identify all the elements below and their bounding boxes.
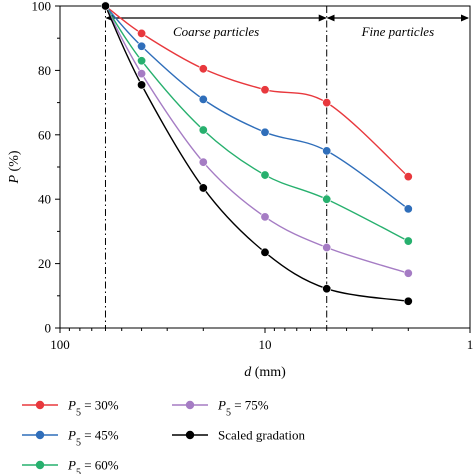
y-tick-label: 80 <box>38 63 51 78</box>
legend: P5 = 30% P5 = 45% P5 = 60% P5 = 75% Scaled g… <box>22 398 305 474</box>
x-tick-label: 10 <box>259 337 272 352</box>
data-point-1 <box>260 127 270 137</box>
y-tick-label: 40 <box>38 192 51 207</box>
data-point-2 <box>260 170 270 180</box>
y-tick-label: 60 <box>38 127 51 142</box>
data-point-0 <box>260 85 270 95</box>
series-lines <box>100 1 413 306</box>
data-point-1 <box>403 204 413 214</box>
legend-marker <box>185 430 195 440</box>
y-tick-label: 100 <box>32 0 52 14</box>
x-axis-label: d (mm) <box>244 365 286 380</box>
legend-item: P5 = 30% <box>22 398 119 419</box>
series-line-4 <box>104 5 409 302</box>
legend-marker <box>35 400 45 410</box>
legend-label: P5 = 75% <box>217 398 269 419</box>
x-tick-label: 1 <box>467 337 474 352</box>
data-point-3 <box>260 212 270 222</box>
data-point-2 <box>322 194 332 204</box>
data-point-3 <box>322 243 332 253</box>
y-tick-label: 20 <box>38 256 51 271</box>
data-point-2 <box>403 236 413 246</box>
legend-marker <box>185 400 195 410</box>
data-point-1 <box>198 94 208 104</box>
legend-item: P5 = 75% <box>172 398 269 419</box>
data-point-0 <box>322 98 332 108</box>
data-point-4 <box>198 183 208 193</box>
data-point-0 <box>198 64 208 74</box>
legend-label: P5 = 30% <box>67 398 119 419</box>
legend-label: P5 = 45% <box>67 428 119 449</box>
axes: 0 20 40 60 80 100 100 10 1 d (mm) P (%) <box>7 0 473 380</box>
region-label: Coarse particles <box>173 24 259 39</box>
legend-item: P5 = 60% <box>22 458 119 474</box>
legend-marker <box>35 430 45 440</box>
region-label: Fine particles <box>361 24 435 39</box>
data-point-4 <box>137 80 147 90</box>
data-point-3 <box>198 157 208 167</box>
y-tick-label: 0 <box>45 321 52 336</box>
data-point-3 <box>137 69 147 79</box>
legend-marker <box>35 460 45 470</box>
data-point-1 <box>137 41 147 51</box>
region-annotations: Coarse particles Fine particles <box>105 14 469 39</box>
data-point-4 <box>260 247 270 257</box>
legend-item: Scaled gradation <box>172 428 305 443</box>
data-point-4 <box>322 284 332 294</box>
data-point-0 <box>403 172 413 182</box>
data-point-3 <box>403 268 413 278</box>
data-point-4 <box>100 1 110 11</box>
data-point-1 <box>322 146 332 156</box>
region-dividers <box>104 6 328 328</box>
legend-label: P5 = 60% <box>67 458 119 474</box>
x-tick-label: 100 <box>50 337 70 352</box>
data-point-2 <box>137 56 147 66</box>
legend-label: Scaled gradation <box>218 428 305 443</box>
y-axis-label: P (%) <box>7 150 22 184</box>
data-point-4 <box>403 296 413 306</box>
legend-item: P5 = 45% <box>22 428 119 449</box>
data-point-2 <box>198 125 208 135</box>
data-point-0 <box>137 28 147 38</box>
